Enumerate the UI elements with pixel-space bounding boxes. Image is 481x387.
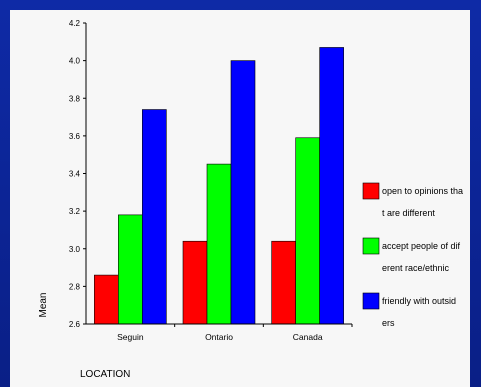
bar	[206, 163, 232, 325]
y-tick-label: 3.6	[69, 132, 81, 141]
legend-swatch	[362, 182, 380, 200]
bar	[271, 240, 296, 325]
y-tick-label: 2.6	[69, 320, 81, 329]
legend: open to opinions tha t are different accep…	[362, 182, 463, 328]
legend-label-line1: friendly with outsid	[382, 296, 456, 306]
bar	[319, 47, 344, 325]
legend-label-line1: accept people of dif	[382, 241, 461, 251]
legend-label-line2: ers	[382, 318, 395, 328]
y-tick-label: 2.8	[69, 282, 81, 291]
bar	[230, 60, 256, 325]
y-tick-label: 3.2	[69, 207, 81, 216]
bar	[94, 274, 119, 325]
legend-label-line2: t are different	[382, 208, 435, 218]
bar	[295, 137, 320, 325]
legend-swatch	[362, 237, 380, 255]
x-categories-group: Seguin Ontario Canada	[117, 332, 323, 342]
y-tick-label: 3.8	[69, 94, 81, 103]
y-tick-label: 4.0	[69, 57, 81, 66]
y-tick-label: 3.0	[69, 245, 81, 254]
y-ticks-group: 2.6 2.8 3.0 3.2 3.4 3.6 3.8 4.0 4.2	[69, 19, 86, 329]
bar	[142, 109, 167, 325]
x-axis-title: LOCATION	[80, 369, 130, 380]
bars-group	[94, 47, 353, 327]
x-category-label: Ontario	[205, 332, 233, 342]
y-tick-label: 3.4	[69, 170, 81, 179]
legend-label-line2: erent race/ethnic	[382, 263, 450, 273]
y-tick-label: 4.2	[69, 19, 81, 28]
x-category-label: Seguin	[117, 332, 144, 342]
x-category-label: Canada	[293, 332, 323, 342]
bar	[118, 214, 143, 325]
bar	[182, 240, 208, 325]
legend-label-line1: open to opinions tha	[382, 186, 463, 196]
legend-swatch	[362, 292, 380, 310]
y-axis-title: Mean	[38, 292, 49, 317]
